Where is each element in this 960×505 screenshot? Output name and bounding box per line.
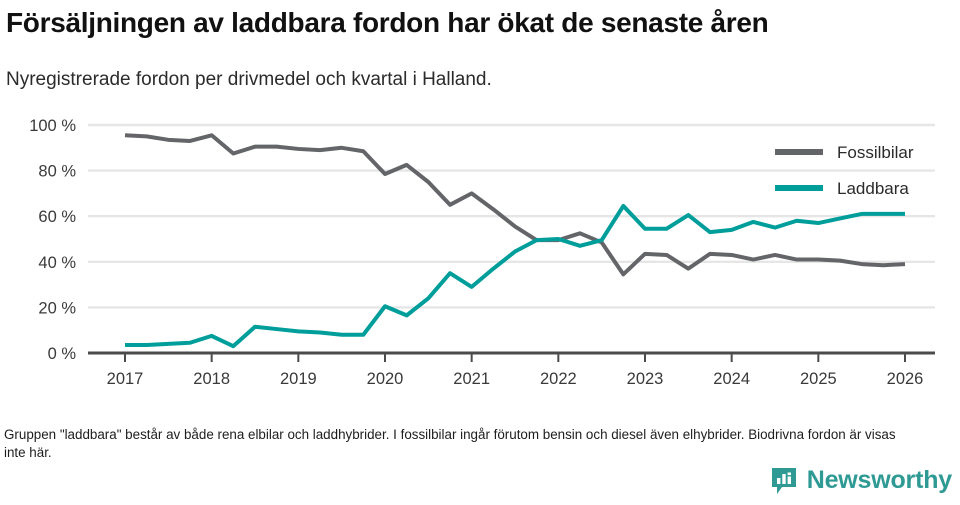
y-axis-tick-label: 100 % xyxy=(29,117,76,135)
x-axis-ticks xyxy=(124,353,906,362)
brand-name: Newsworthy xyxy=(806,465,952,494)
x-axis-tick-label: 2017 xyxy=(107,370,144,388)
y-axis-tick-label: 80 % xyxy=(38,163,76,181)
x-axis-tick-label: 2023 xyxy=(627,370,664,388)
x-axis-tick-label: 2021 xyxy=(453,370,490,388)
page-title: Försäljningen av laddbara fordon har öka… xyxy=(6,7,769,38)
x-axis-tick-labels: 2017 2018 2019 2020 2021 2022 2023 2024 2025 2026 xyxy=(107,370,924,388)
x-axis-tick-label: 2025 xyxy=(800,370,837,388)
x-axis-tick-label: 2018 xyxy=(193,370,230,388)
legend-label-fossilbilar: Fossilbilar xyxy=(837,143,914,162)
x-axis-tick-label: 2026 xyxy=(887,370,924,388)
y-axis-tick-labels: 0 % 20 % 40 % 60 % 80 % 100 % xyxy=(29,117,76,363)
gridlines-group xyxy=(88,123,935,309)
series-line-fossilbilar xyxy=(124,133,906,277)
x-axis-tick-label: 2022 xyxy=(540,370,577,388)
y-axis-tick-label: 0 % xyxy=(48,345,77,363)
chart-plot-area: 0 % 20 % 40 % 60 % 80 % 100 % 2017 2018 2019 202… xyxy=(0,108,960,398)
x-axis-tick-label: 2019 xyxy=(280,370,317,388)
series-line-laddbara xyxy=(125,203,905,349)
chart-subtitle: Nyregistrerade fordon per drivmedel och … xyxy=(6,69,492,90)
y-axis-tick-label: 20 % xyxy=(38,299,76,317)
data-series-group xyxy=(124,133,906,349)
x-axis-tick-label: 2020 xyxy=(367,370,404,388)
y-axis-tick-label: 40 % xyxy=(38,254,76,272)
legend-label-laddbara: Laddbara xyxy=(837,179,909,198)
x-axis-tick-label: 2024 xyxy=(713,370,750,388)
chart-legend: Fossilbilar Laddbara xyxy=(775,143,914,198)
newsworthy-bars-bubble-icon xyxy=(771,468,796,494)
newsworthy-brand: Newsworthy xyxy=(769,463,952,497)
chart-footnote: Gruppen "laddbara" består av både rena e… xyxy=(4,427,896,460)
line-chart-svg: 0 % 20 % 40 % 60 % 80 % 100 % 2017 2018 2019 202… xyxy=(29,117,935,388)
y-axis-tick-label: 60 % xyxy=(38,208,76,226)
